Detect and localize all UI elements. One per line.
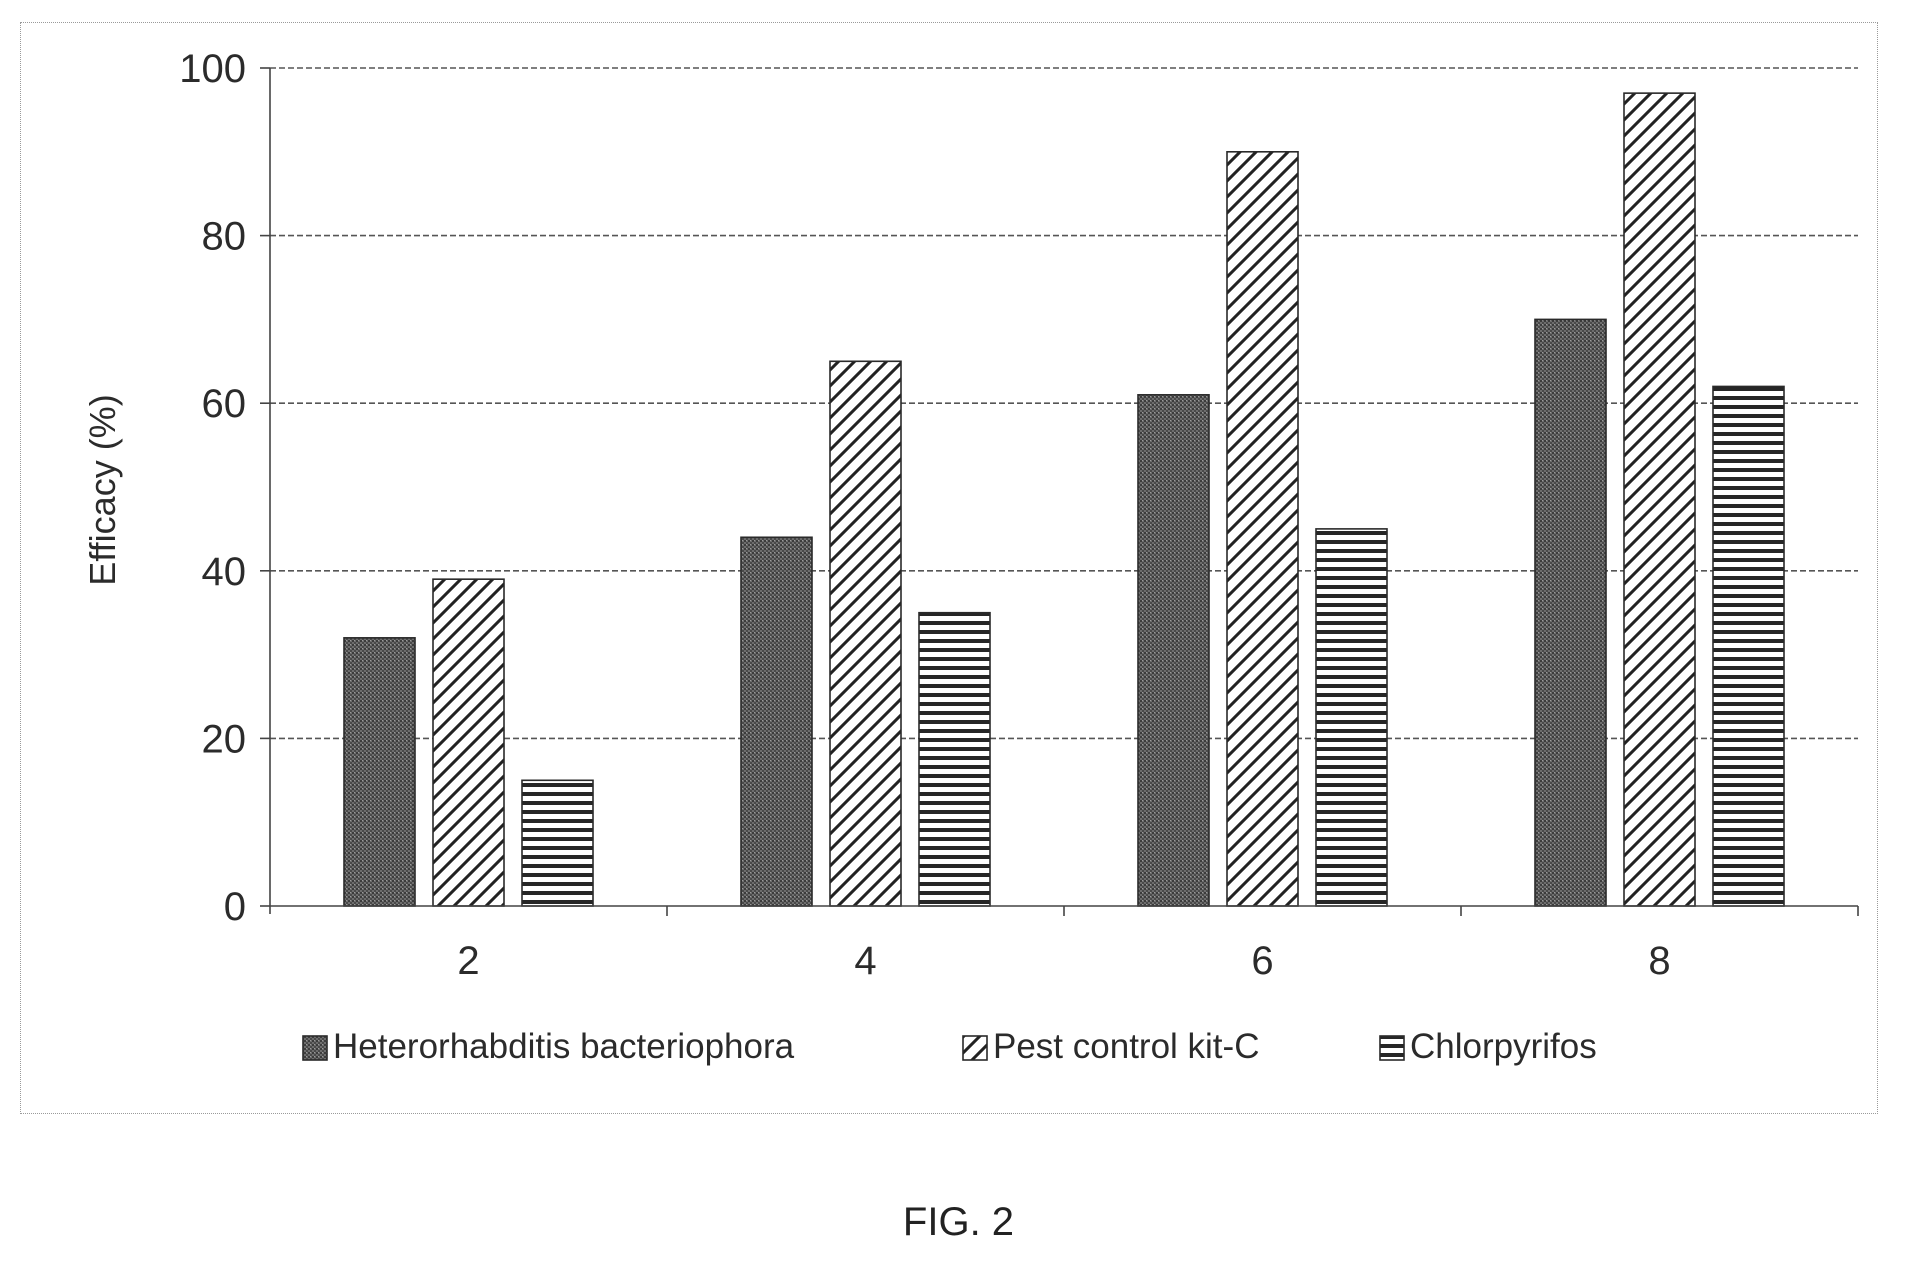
bar-3-2 [521, 779, 594, 907]
y-axis-label: Efficacy (%) [82, 394, 123, 585]
bar-2-2 [432, 578, 505, 907]
bar-2-8 [1623, 92, 1696, 907]
bar-1-6 [1137, 394, 1210, 907]
legend: Heterorhabditis bacteriophora Pest contro… [302, 1027, 1597, 1066]
y-tick-label-0: 0 [224, 885, 246, 929]
y-tick-label-40: 40 [202, 550, 247, 594]
legend-label-1: Heterorhabditis bacteriophora [333, 1027, 795, 1066]
y-tick-label-100: 100 [179, 47, 246, 91]
legend-swatch-1 [302, 1035, 328, 1061]
bar-1-2 [343, 637, 416, 907]
bar-3-6 [1315, 528, 1388, 907]
gridlines [270, 67, 1858, 740]
axes: 0 20 40 60 80 100 2 4 6 8 [179, 47, 1859, 983]
legend-label-2: Pest control kit-C [993, 1027, 1259, 1066]
bar-3-8 [1712, 385, 1785, 907]
y-tick-label-60: 60 [202, 382, 247, 426]
bar-1-8 [1534, 318, 1607, 907]
figure-caption: FIG. 2 [902, 1200, 1015, 1244]
bar-1-4 [740, 536, 813, 907]
chart-frame [20, 22, 1878, 1114]
bars [343, 92, 1785, 907]
x-tick-label-4: 4 [854, 939, 876, 983]
bar-2-6 [1226, 151, 1299, 907]
legend-label-3: Chlorpyrifos [1410, 1027, 1597, 1066]
bar-2-4 [829, 360, 902, 907]
y-tick-label-80: 80 [202, 215, 247, 259]
legend-swatch-3 [1379, 1035, 1405, 1061]
x-tick-label-2: 2 [457, 939, 479, 983]
x-tick-label-6: 6 [1251, 939, 1273, 983]
legend-swatch-2 [962, 1035, 988, 1061]
bar-3-4 [918, 611, 991, 907]
y-tick-label-20: 20 [202, 717, 247, 761]
x-tick-label-8: 8 [1648, 939, 1670, 983]
